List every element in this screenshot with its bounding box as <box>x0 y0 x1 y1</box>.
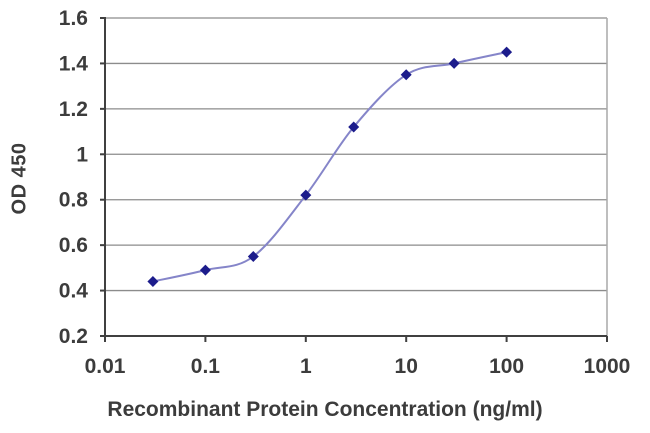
x-axis-title: Recombinant Protein Concentration (ng/ml… <box>107 398 543 421</box>
data-point-marker <box>147 275 159 287</box>
data-point-marker <box>501 46 513 58</box>
data-point-marker <box>348 121 360 133</box>
series-line <box>152 51 507 283</box>
plot-background <box>105 18 607 336</box>
x-tick-label: 1 <box>300 355 312 378</box>
data-point-marker <box>400 69 412 81</box>
y-tick-label: 1.4 <box>59 52 89 75</box>
y-tick-label: 0.6 <box>59 234 88 257</box>
y-tick-label: 1.6 <box>59 7 88 30</box>
y-tick-label: 1.2 <box>59 98 88 121</box>
x-tick-label: 10 <box>395 355 418 378</box>
x-tick-label: 1000 <box>584 355 631 378</box>
x-tick-label: 0.01 <box>85 355 126 378</box>
data-point-marker <box>199 264 211 276</box>
x-tick-label: 0.1 <box>191 355 221 378</box>
y-tick-label: 0.8 <box>59 189 89 212</box>
y-tick-label: 1 <box>76 143 88 166</box>
data-point-marker <box>300 189 312 201</box>
y-axis-title: OD 450 <box>8 142 31 215</box>
x-tick-label: 100 <box>489 355 524 378</box>
data-point-marker <box>247 251 259 262</box>
y-tick-label: 0.4 <box>59 280 89 303</box>
data-point-marker <box>448 57 460 69</box>
y-tick-label: 0.2 <box>59 325 88 348</box>
